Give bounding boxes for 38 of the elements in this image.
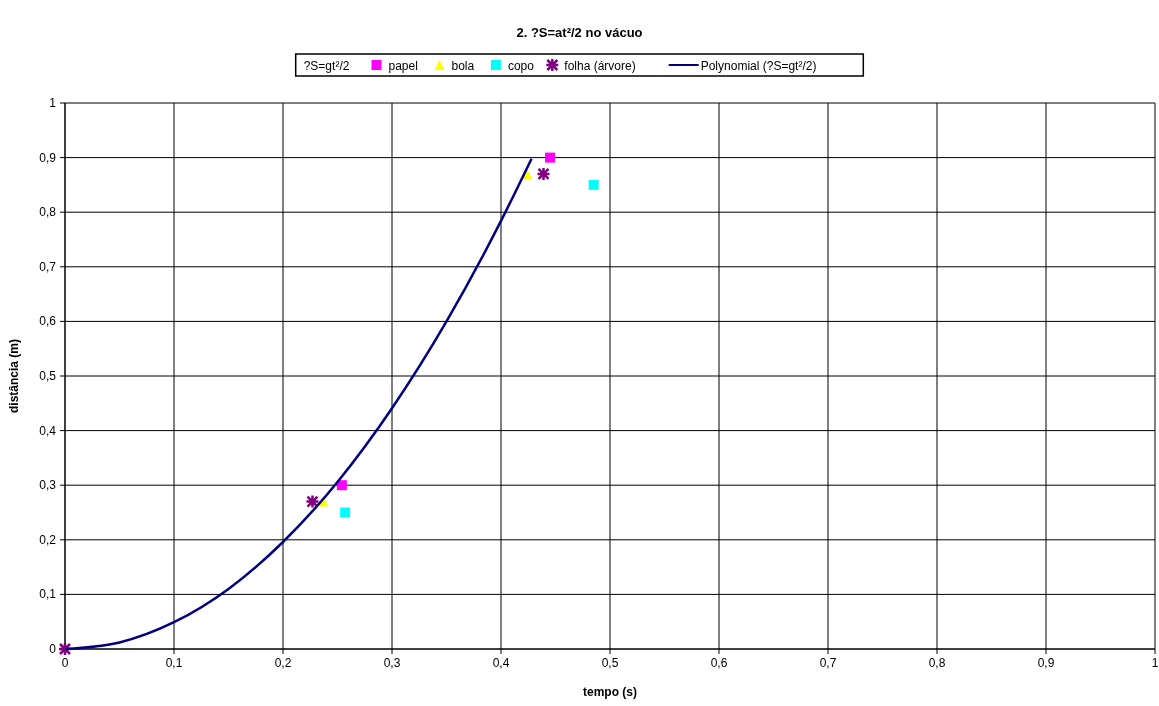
point [336,480,347,491]
text: ?S=gt²/2 [303,58,350,73]
legend-label: Polynomial (?S=gt²/2) [700,58,817,73]
x-tick-label: 0,6 [710,656,728,670]
x-tick-label: 0,7 [819,656,837,670]
x-tick-label: 0,8 [928,656,946,670]
x-axis-title: tempo (s) [583,685,637,699]
x-tick-label: 0 [61,656,69,670]
y-tick-label: 0,6 [39,314,57,329]
y-axis-title: distância (m) [7,338,21,414]
y-tick-label: 0,7 [39,259,57,274]
x-tick-label: 0,4 [492,656,510,670]
x-tick-label: 1 [1151,656,1159,670]
chart-title: 2. ?S=at²/2 no vácuo [516,25,643,40]
y-tick-label: 0,3 [39,478,57,493]
y-tick-label: 0,4 [39,423,57,438]
y-tick-label: 0,8 [39,205,57,220]
legend-label: copo [507,58,535,73]
y-tick-label: 0,5 [39,369,57,383]
y-tick-label: 0,9 [39,150,57,165]
y-tick-label: 0,2 [39,532,57,547]
x-tick-label: 0,2 [274,656,292,670]
line-series [63,157,533,651]
y-tick-label: 1 [49,96,57,110]
y-tick-label: 0,1 [39,587,57,602]
point [340,507,351,518]
point [588,179,599,190]
point [536,166,551,182]
legend-label: papel [388,58,418,73]
x-tick-label: 0,1 [165,656,183,670]
x-tick-label: 0,3 [383,656,401,670]
x-tick-label: 0,5 [601,656,619,670]
x-tick-label: 0,9 [1037,656,1055,670]
point [305,494,320,509]
point [545,152,556,163]
y-tick-label: 0 [49,642,57,656]
legend-label: bola [451,58,475,73]
legend-label: folha (árvore) [564,58,636,73]
